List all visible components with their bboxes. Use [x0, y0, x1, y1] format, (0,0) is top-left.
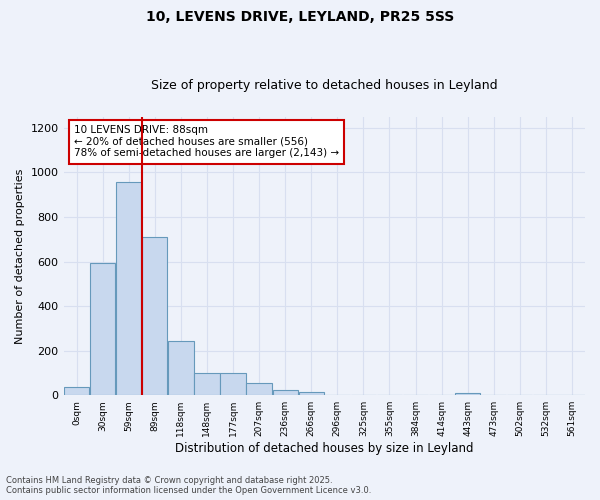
- Bar: [64, 388, 89, 395]
- Bar: [194, 373, 220, 395]
- Text: Contains HM Land Registry data © Crown copyright and database right 2025.
Contai: Contains HM Land Registry data © Crown c…: [6, 476, 371, 495]
- Bar: [116, 182, 142, 395]
- Bar: [272, 390, 298, 395]
- Y-axis label: Number of detached properties: Number of detached properties: [15, 168, 25, 344]
- Bar: [168, 340, 194, 395]
- X-axis label: Distribution of detached houses by size in Leyland: Distribution of detached houses by size …: [175, 442, 473, 455]
- Bar: [299, 392, 324, 395]
- Bar: [142, 237, 167, 395]
- Bar: [247, 383, 272, 395]
- Bar: [455, 393, 481, 395]
- Bar: [90, 262, 115, 395]
- Title: Size of property relative to detached houses in Leyland: Size of property relative to detached ho…: [151, 79, 497, 92]
- Bar: [220, 373, 245, 395]
- Text: 10, LEVENS DRIVE, LEYLAND, PR25 5SS: 10, LEVENS DRIVE, LEYLAND, PR25 5SS: [146, 10, 454, 24]
- Text: 10 LEVENS DRIVE: 88sqm
← 20% of detached houses are smaller (556)
78% of semi-de: 10 LEVENS DRIVE: 88sqm ← 20% of detached…: [74, 125, 339, 158]
